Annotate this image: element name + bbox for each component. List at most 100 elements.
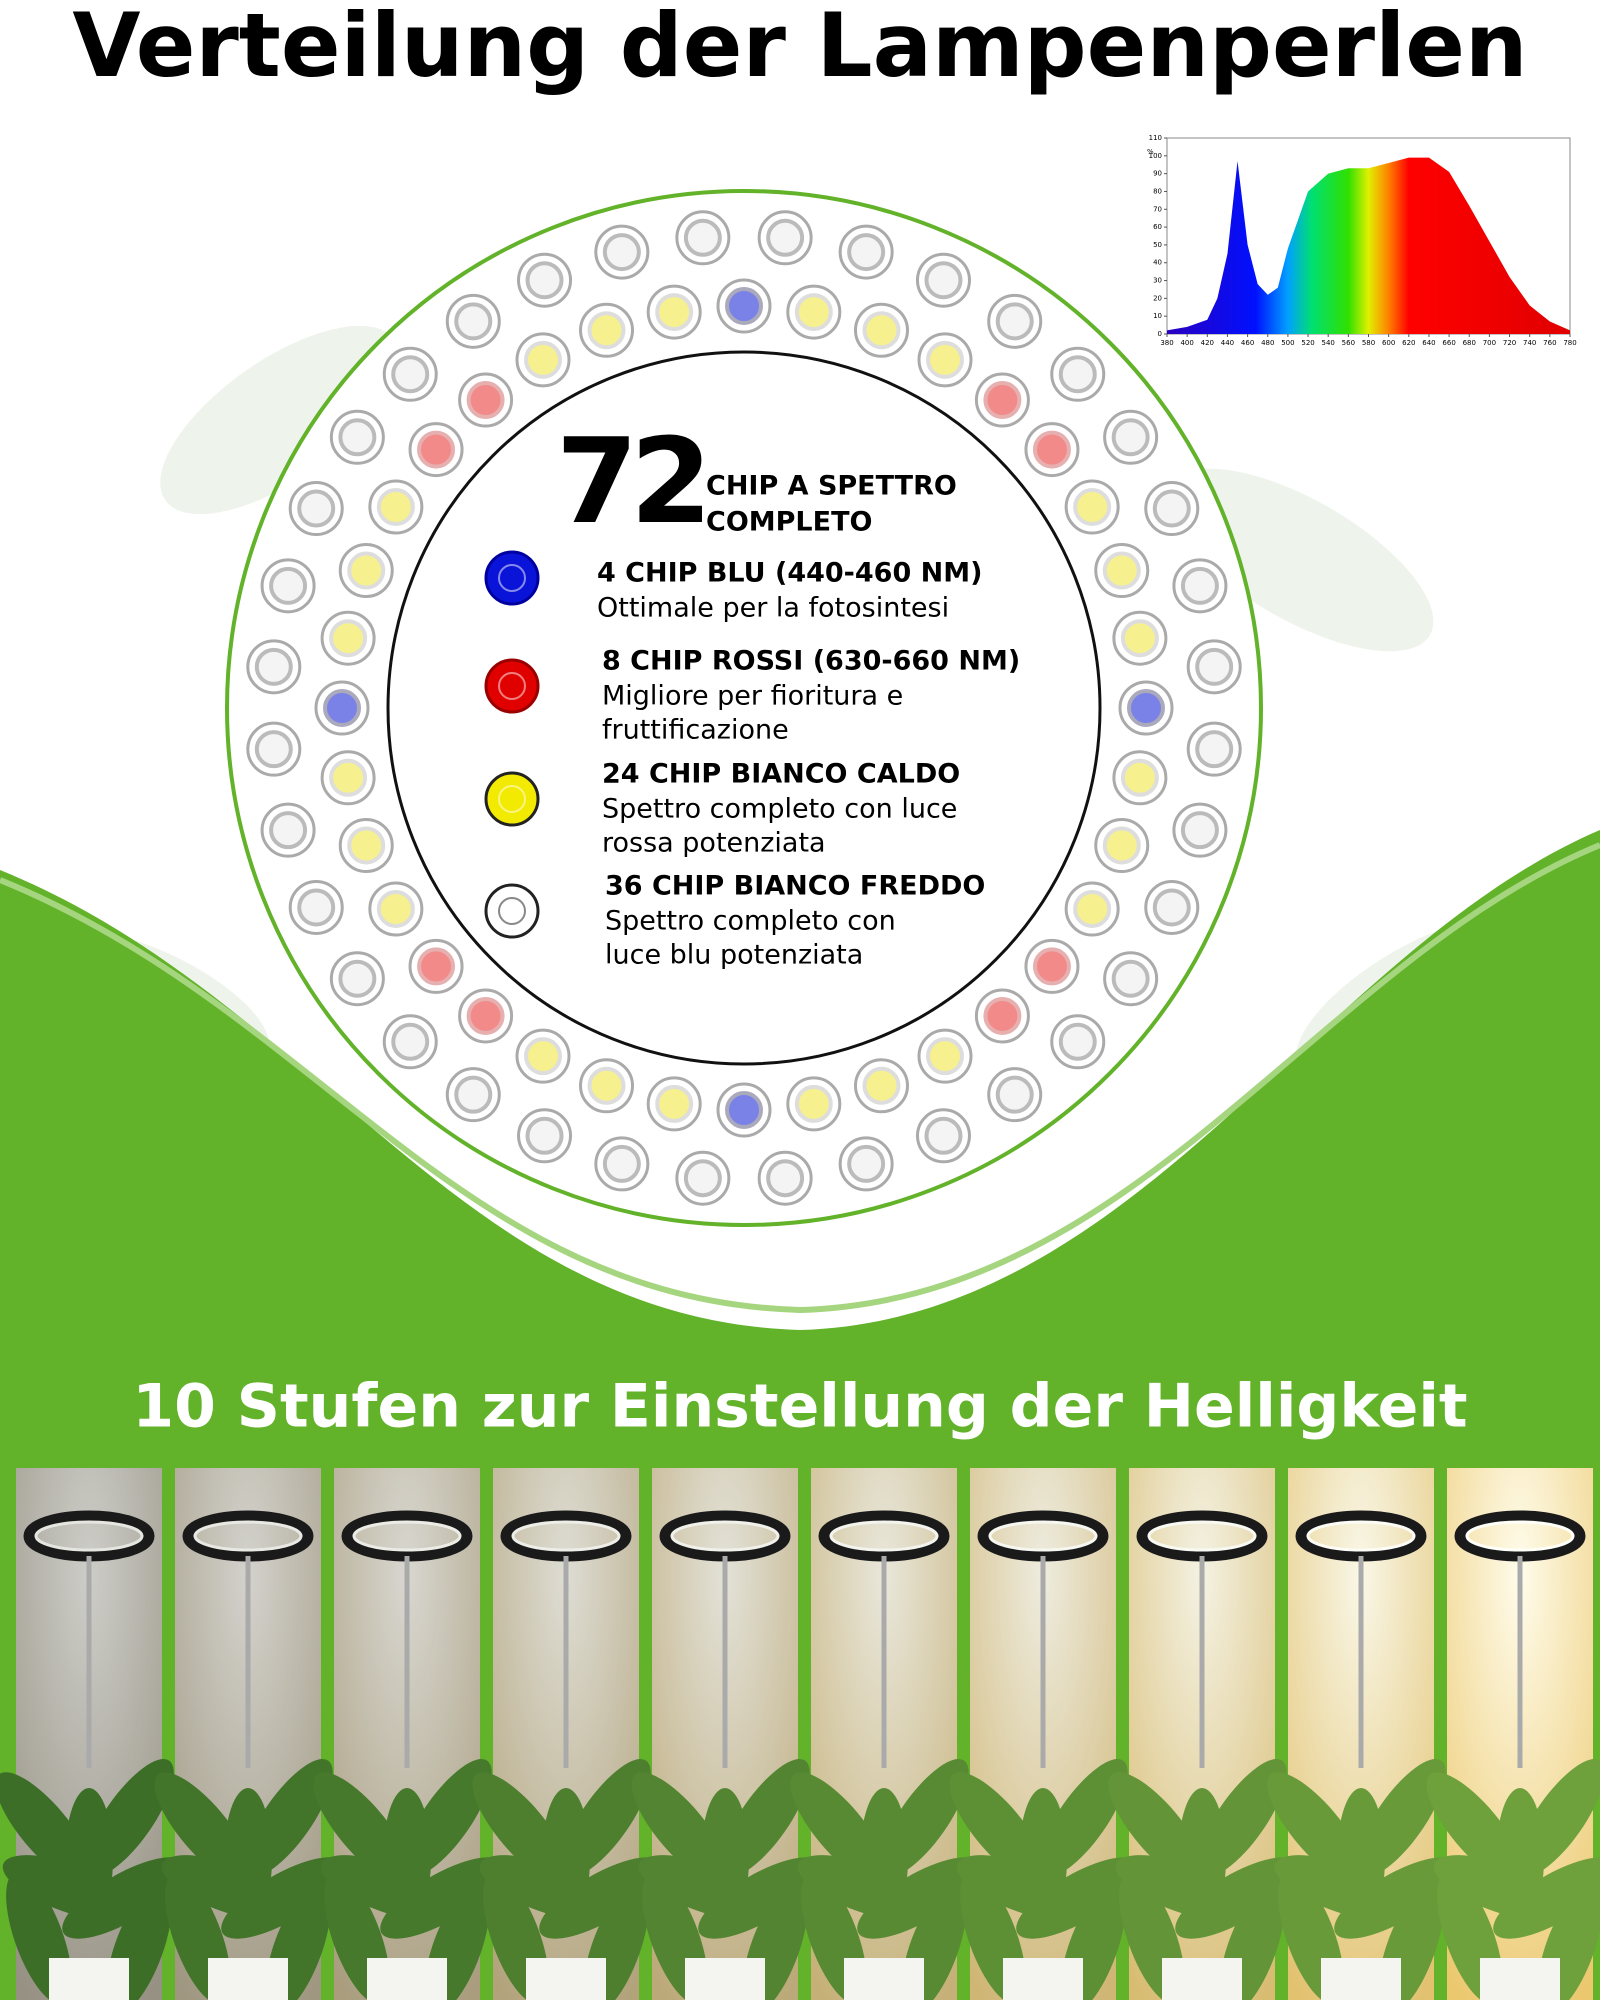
y-tick-label: 40 [1153,259,1162,267]
chip-core [1111,959,1150,998]
chip-core [766,218,805,257]
x-tick-label: 460 [1241,339,1254,347]
chip-core [1111,418,1150,457]
legend-dot [484,658,540,714]
chip-core [417,430,456,469]
x-tick-label: 620 [1402,339,1415,347]
x-tick-label: 780 [1563,339,1576,347]
chip-core [1195,730,1234,769]
x-tick-label: 380 [1160,339,1173,347]
leaf [542,1788,590,1928]
x-tick-label: 420 [1201,339,1214,347]
chip-core [269,811,308,850]
chip-core [995,302,1034,341]
leaf [1496,1788,1544,1928]
spectrum-chart: 0 10 20 30 40 50 60 70 80 90 100 110 380 400 420 440 460… [1147,134,1577,347]
chip-core [1152,489,1191,528]
leaf [860,1788,908,1928]
leaf [1019,1788,1067,1928]
leaf [701,1788,749,1928]
x-tick-label: 500 [1281,339,1294,347]
x-tick-label: 700 [1483,339,1496,347]
chip-core [683,1159,722,1198]
legend-description: Ottimale per la fotosintesi [597,593,949,624]
lamp-light [193,1520,303,1552]
x-tick-label: 720 [1503,339,1516,347]
brightness-title: 10 Stufen zur Einstellung der Helligkeit [132,1372,1467,1442]
chip-core [417,947,456,986]
y-tick-label: 90 [1153,170,1162,178]
chip-core [655,1084,694,1123]
chip-core [524,1037,562,1076]
legend-dot [484,883,540,939]
y-tick-label: 110 [1149,134,1162,142]
legend-dot-ring [498,672,526,700]
chip-core [1058,355,1097,394]
y-tick-label: 70 [1153,205,1162,213]
y-tick-label: 80 [1153,187,1162,195]
chip-core [297,888,336,927]
y-tick-label: 0 [1158,330,1162,338]
chip-core [1073,890,1112,928]
chip-total-label: CHIP A SPETTRO [706,471,957,502]
lamp-light [1306,1520,1416,1552]
chip-core [683,218,722,257]
y-tick-label: 10 [1153,312,1162,320]
leaf [1178,1788,1226,1928]
chip-core [766,1159,805,1198]
chip-core [655,293,694,332]
y-tick-label: 60 [1153,223,1162,231]
lamp-light [511,1520,621,1552]
leaf [224,1788,272,1928]
chip-core [924,1116,963,1155]
pot [1321,1958,1401,2000]
chip-core [297,489,336,528]
legend-description: Spettro completo con [605,906,896,937]
x-tick-label: 680 [1463,339,1476,347]
chip-core [725,1091,763,1129]
leaf [1337,1788,1385,1928]
chip-core [1180,811,1219,850]
chip-core [338,418,377,457]
x-tick-label: 520 [1301,339,1314,347]
chip-core [983,381,1022,420]
chip-core [587,311,626,350]
legend-dot [484,550,540,606]
chip-core [794,1084,833,1123]
chip-core [376,890,415,928]
chip-core [391,1022,430,1061]
legend-title: 8 CHIP ROSSI (630-660 NM) [602,646,1020,677]
chip-core [347,551,386,590]
legend-description: fruttificazione [602,715,789,746]
pot [367,1958,447,2000]
x-tick-label: 760 [1543,339,1556,347]
y-tick-label: 100 [1149,152,1162,160]
chip-core [466,381,505,420]
x-tick-label: 640 [1422,339,1435,347]
lamp-light [670,1520,780,1552]
lamp-light [988,1520,1098,1552]
chip-core [602,1144,641,1183]
chip-core [1073,488,1112,526]
leaf [65,1788,113,1928]
x-tick-label: 540 [1322,339,1335,347]
chip-core [862,311,901,350]
pot [1003,1958,1083,2000]
x-tick-label: 740 [1523,339,1536,347]
chip-core [323,689,361,727]
chip-core [376,488,415,526]
x-tick-label: 580 [1362,339,1375,347]
chip-core [926,1037,964,1076]
chip-core [347,826,386,865]
chip-core [454,302,493,341]
x-tick-label: 600 [1382,339,1395,347]
chip-core [391,355,430,394]
pot [208,1958,288,2000]
legend-description: luce blu potenziata [605,940,863,971]
chip-core [329,619,368,658]
lamp-light [1147,1520,1257,1552]
y-tick-label: 20 [1153,294,1162,302]
chip-core [454,1075,493,1114]
chip-total-label: COMPLETO [706,507,872,538]
